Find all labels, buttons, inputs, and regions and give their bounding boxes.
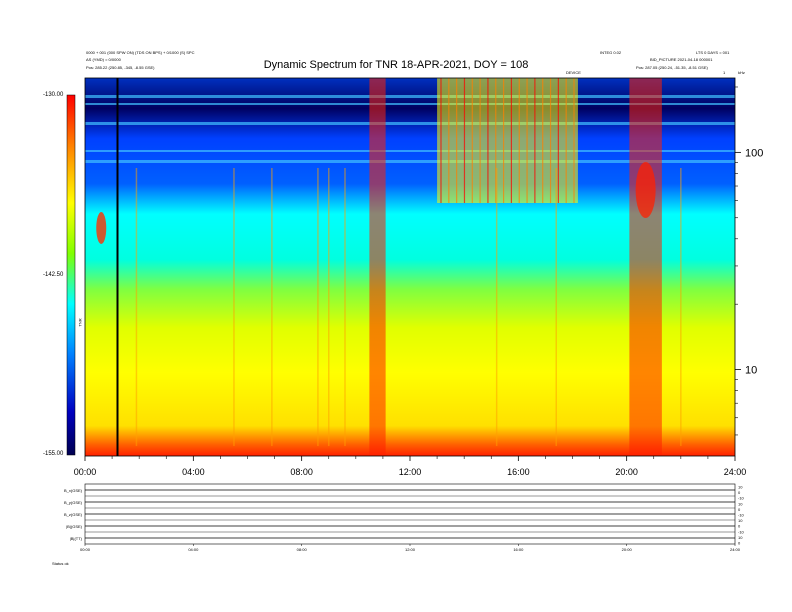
header-center-line-2: DEVICE — [566, 70, 581, 75]
panel-right-tick-label: 10 — [738, 535, 743, 540]
header-right-tag-1: 1 — [723, 70, 726, 75]
colorbar-tick-label: -155.00 — [43, 451, 64, 457]
panel-label: B_z(GSE) — [64, 512, 83, 517]
y-axis: 100 10 — [735, 86, 763, 436]
x-tick-label: 04:00 — [182, 467, 205, 477]
interference-band — [85, 103, 735, 105]
x-tick-label: 00:00 — [74, 467, 97, 477]
interference-band — [85, 160, 735, 163]
burst-feature — [629, 78, 662, 456]
panel-x-tick-label: 16:00 — [513, 547, 524, 552]
header-left-line-2: AS (YMD) = 0/0000 — [86, 57, 121, 62]
panel-right-tick-label: 10 — [738, 518, 743, 523]
header-right-line-3: Pos: 287.05 (250.24, -51.35, -8.51 GSE) — [636, 65, 708, 70]
interference-band — [85, 150, 735, 152]
panel-right-tick-label: -10 — [738, 529, 745, 534]
x-tick-label: 08:00 — [290, 467, 313, 477]
interference-band — [85, 122, 735, 125]
colorbar — [67, 95, 75, 455]
colorbar-tick-label: -130.00 — [43, 92, 64, 98]
burst-feature — [369, 78, 386, 456]
y-tick-label: 10 — [745, 365, 757, 377]
panel-x-tick-label: 00:00 — [80, 547, 91, 552]
colorbar-tick-label: -142.50 — [43, 272, 64, 278]
panel-x-tick-label: 08:00 — [297, 547, 308, 552]
panel-right-tick-label: -10 — [738, 496, 745, 501]
panel-label: |B|(GSE) — [66, 524, 83, 529]
x-tick-label: 20:00 — [615, 467, 638, 477]
x-tick-label: 12:00 — [399, 467, 422, 477]
panel-x-tick-label: 24:00 — [730, 547, 741, 552]
interference-band — [85, 95, 735, 98]
header-right-line-1: LTS 0 DAYS = 001 — [696, 50, 730, 55]
panel-x-tick-label: 20:00 — [622, 547, 633, 552]
panel-label: B_x(GSE) — [64, 488, 83, 493]
panel-right-tick-label: 10 — [738, 501, 743, 506]
panel-right-tick-label: -10 — [738, 513, 745, 518]
y-axis-unit: kHz — [738, 70, 745, 75]
emission-patch — [635, 162, 656, 218]
emission-patch — [96, 212, 107, 244]
magnetic-field-panels: B_x(GSE) B_y(GSE) B_z(GSE) |B|(GSE) |B|(TT) 1… — [64, 483, 745, 552]
panel-right-tick-label: 0 — [738, 541, 741, 546]
spectrogram — [84, 77, 736, 457]
panel-label: |B|(TT) — [70, 536, 83, 541]
x-tick-label: 16:00 — [507, 467, 530, 477]
panel-right-tick-label: 0 — [738, 507, 741, 512]
panel-right-tick-label: 10 — [738, 485, 743, 490]
x-axis: 00:00 04:00 08:00 12:00 16:00 20:00 24:00 — [74, 456, 747, 477]
chart-title: Dynamic Spectrum for TNR 18-APR-2021, DO… — [263, 59, 529, 71]
panel-right-tick-label: 0 — [738, 524, 741, 529]
header-center-line-1: INTEG 0.02 — [600, 50, 622, 55]
panel-label: B_y(GSE) — [64, 500, 83, 505]
x-tick-label: 24:00 — [724, 467, 747, 477]
panel-x-tick-label: 12:00 — [405, 547, 416, 552]
spectrogram-background — [85, 78, 735, 456]
header-left-line-1: 0000 + 001 (000 SPW ON) (TDS ON BPS) + 0… — [86, 50, 195, 55]
panel-right-tick-label: 0 — [738, 490, 741, 495]
panel-x-tick-label: 04:00 — [188, 547, 199, 552]
footer-status: Status ok — [52, 561, 69, 566]
header-right-line-2: BID_PICTURE 2021-04-18 000001 — [650, 57, 713, 62]
interference-region — [437, 78, 578, 203]
y-tick-label: 100 — [745, 147, 763, 159]
header-left-line-3: Pos: 285.22 (250.85, -345, -8.55 GSE) — [86, 65, 155, 70]
